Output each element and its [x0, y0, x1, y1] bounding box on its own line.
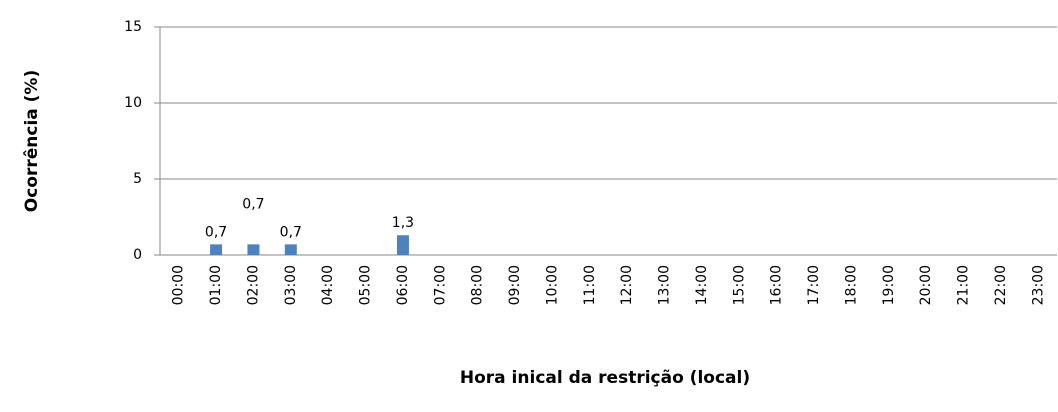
x-tick-label: 17:00: [806, 265, 822, 305]
x-tick-label: 21:00: [956, 265, 972, 305]
x-tick-label: 16:00: [769, 265, 785, 305]
x-tick-label: 05:00: [358, 265, 374, 305]
data-label: 1,3: [392, 215, 414, 231]
y-tick-label: 0: [133, 247, 142, 263]
data-label: 0,7: [280, 224, 302, 240]
y-axis-title: Ocorrência (%): [22, 70, 42, 212]
x-tick-label: 00:00: [171, 265, 187, 305]
bar: [247, 244, 260, 255]
y-tick-label: 5: [133, 171, 142, 187]
data-label: 0,7: [242, 196, 264, 212]
x-tick-label: 02:00: [245, 265, 261, 305]
bar: [284, 244, 297, 255]
x-axis-title: Hora inical da restrição (local): [460, 368, 750, 388]
data-label: 0,7: [205, 224, 227, 240]
bar: [396, 235, 409, 255]
x-tick-label: 15:00: [731, 265, 747, 305]
x-tick-label: 11:00: [582, 265, 598, 305]
x-tick-label: 07:00: [432, 265, 448, 305]
x-tick-label: 23:00: [1030, 265, 1046, 305]
x-tick-label: 06:00: [395, 265, 411, 305]
y-tick-label: 10: [124, 95, 142, 111]
x-tick-label: 04:00: [320, 265, 336, 305]
bar: [210, 244, 223, 255]
x-tick-label: 19:00: [881, 265, 897, 305]
x-tick-label: 13:00: [657, 265, 673, 305]
x-tick-label: 10:00: [544, 265, 560, 305]
x-tick-label: 22:00: [993, 265, 1009, 305]
x-tick-label: 20:00: [918, 265, 934, 305]
y-tick-label: 15: [124, 19, 142, 35]
x-tick-label: 01:00: [208, 265, 224, 305]
x-tick-label: 18:00: [843, 265, 859, 305]
x-tick-label: 08:00: [470, 265, 486, 305]
x-tick-label: 12:00: [619, 265, 635, 305]
x-tick-label: 14:00: [694, 265, 710, 305]
x-tick-label: 09:00: [507, 265, 523, 305]
x-tick-label: 03:00: [283, 265, 299, 305]
